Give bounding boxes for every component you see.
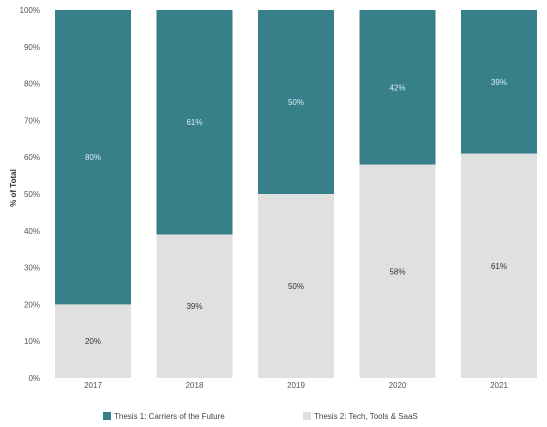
legend-label: Thesis 1: Carriers of the Future bbox=[114, 412, 225, 421]
bar-segment bbox=[55, 10, 131, 305]
legend-swatch bbox=[103, 412, 111, 420]
bar-segment bbox=[156, 10, 233, 235]
x-tick-label: 2021 bbox=[490, 381, 508, 390]
bar-segment bbox=[461, 153, 537, 378]
x-tick-label: 2020 bbox=[389, 381, 407, 390]
y-tick-label: 30% bbox=[24, 264, 40, 273]
data-label: 61% bbox=[186, 118, 202, 127]
data-label: 42% bbox=[389, 83, 405, 92]
bar-segment bbox=[258, 10, 334, 194]
y-tick-label: 0% bbox=[28, 374, 40, 383]
bar-segment bbox=[461, 10, 537, 154]
legend-swatch bbox=[303, 412, 311, 420]
bar-segment bbox=[258, 194, 334, 378]
bar-segment bbox=[359, 10, 436, 165]
bar-segment bbox=[55, 304, 131, 378]
data-label: 39% bbox=[491, 78, 507, 87]
bar-segment bbox=[359, 164, 436, 378]
data-label: 50% bbox=[288, 98, 304, 107]
data-label: 61% bbox=[491, 262, 507, 271]
y-axis-title: % of Total bbox=[9, 169, 18, 207]
legend-label: Thesis 2: Tech, Tools & SaaS bbox=[314, 412, 418, 421]
y-tick-label: 60% bbox=[24, 153, 40, 162]
y-tick-label: 50% bbox=[24, 190, 40, 199]
data-label: 20% bbox=[85, 337, 101, 346]
y-axis-ticks: 0% 10% 20% 30% 40% 50% 60% 70% 80% 90% 100% bbox=[20, 6, 40, 383]
y-tick-label: 10% bbox=[24, 337, 40, 346]
legend: Thesis 1: Carriers of the Future Thesis 2… bbox=[103, 412, 418, 421]
data-label: 39% bbox=[186, 302, 202, 311]
x-tick-label: 2017 bbox=[84, 381, 102, 390]
x-tick-label: 2018 bbox=[186, 381, 204, 390]
y-tick-label: 70% bbox=[24, 116, 40, 125]
y-tick-label: 90% bbox=[24, 43, 40, 52]
data-label: 50% bbox=[288, 282, 304, 291]
x-tick-label: 2019 bbox=[287, 381, 305, 390]
bar-segment bbox=[156, 234, 233, 378]
y-tick-label: 20% bbox=[24, 300, 40, 309]
bars: 20% 80% 39% 61% 50% 50% 58% 42% 61% 39% bbox=[55, 10, 537, 378]
y-tick-label: 80% bbox=[24, 80, 40, 89]
y-tick-label: 40% bbox=[24, 227, 40, 236]
x-axis-ticks: 2017 2018 2019 2020 2021 bbox=[84, 381, 508, 390]
y-tick-label: 100% bbox=[20, 6, 40, 15]
data-label: 80% bbox=[85, 153, 101, 162]
data-label: 58% bbox=[389, 267, 405, 276]
